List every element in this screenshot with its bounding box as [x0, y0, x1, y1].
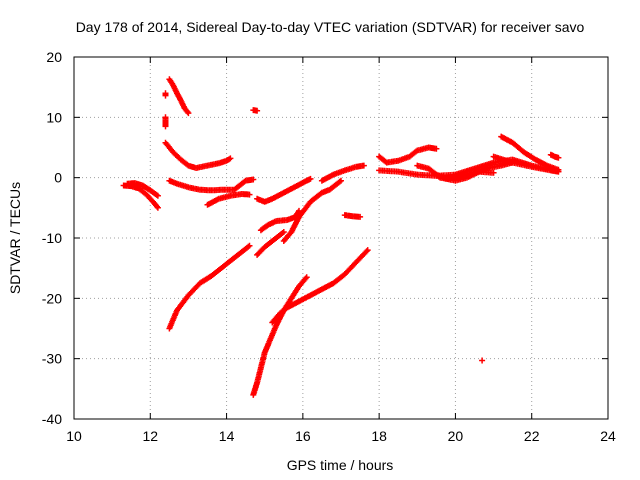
data-point-marks: [166, 176, 257, 194]
y-tick-label: 0: [54, 170, 62, 186]
chart-title: Day 178 of 2014, Sidereal Day-to-day VTE…: [76, 19, 585, 35]
data-series-arc-7: [166, 176, 257, 194]
data-point-marks: [269, 247, 371, 326]
y-axis-label: SDTVAR / TECUs: [7, 182, 23, 294]
y-tick-label: -20: [42, 290, 62, 306]
data-series-arc-2: [124, 180, 161, 199]
y-tick-label: -10: [42, 230, 62, 246]
x-tick-label: 18: [371, 428, 387, 444]
data-series-arc-8: [204, 191, 253, 208]
x-tick-label: 22: [524, 428, 540, 444]
x-tick-label: 12: [142, 428, 158, 444]
data-series-arc-13: [257, 207, 302, 234]
data-point-marks: [490, 153, 562, 175]
data-point-marks: [257, 207, 302, 234]
x-tick-label: 14: [219, 428, 235, 444]
data-series-arc-17: [269, 247, 371, 326]
data-point-marks: [498, 133, 562, 173]
plot-frame: [73, 56, 609, 420]
data-series-arc-11: [254, 175, 314, 205]
data-series-arc-4: [162, 114, 169, 130]
x-tick-label: 10: [66, 428, 82, 444]
data-series-arc-23: [498, 133, 562, 173]
data-series-arc-16: [250, 274, 310, 398]
data-points: [120, 76, 562, 398]
data-point-marks: [433, 168, 497, 182]
data-point-marks: [204, 191, 253, 208]
axis-ticks: 10 12 14 16 18 20 22 24 20 10 0 -10 -20 -30 -40: [42, 49, 616, 444]
data-point-marks: [479, 357, 486, 364]
data-series-arc-15: [318, 162, 367, 184]
data-point-marks: [547, 151, 562, 161]
x-tick-label: 20: [448, 428, 464, 444]
data-point-marks: [376, 144, 440, 166]
data-series-arc-22: [433, 168, 497, 182]
data-series-arc-19: [376, 144, 440, 166]
data-point-marks: [341, 212, 364, 220]
data-series-arc-12: [254, 229, 287, 258]
data-point-marks: [166, 242, 253, 332]
data-point-marks: [250, 107, 261, 114]
x-tick-label: 24: [600, 428, 616, 444]
data-series-arc-3: [162, 90, 169, 99]
x-axis-label: GPS time / hours: [287, 457, 394, 473]
grid-lines: [74, 57, 608, 419]
data-series-arc-10: [250, 107, 261, 114]
y-tick-label: 20: [46, 49, 62, 65]
y-tick-label: -40: [42, 411, 62, 427]
data-point-marks: [254, 175, 314, 205]
data-series-arc-25: [547, 151, 562, 161]
y-tick-label: -30: [42, 351, 62, 367]
data-point-marks: [162, 139, 234, 171]
data-point-marks: [318, 162, 367, 184]
data-series-arc-18: [341, 212, 364, 220]
data-series-arc-9: [166, 242, 253, 332]
data-series-arc-5: [166, 76, 192, 117]
data-point-marks: [124, 180, 161, 199]
data-series-arc-24: [490, 153, 562, 175]
data-point-marks: [166, 76, 192, 117]
data-series-arc-14: [280, 177, 344, 244]
x-tick-label: 16: [295, 428, 311, 444]
data-point-marks: [162, 114, 169, 130]
data-series-arc-6: [162, 139, 234, 171]
data-point-marks: [162, 90, 169, 99]
data-point-marks: [254, 229, 287, 258]
data-point-marks: [280, 177, 344, 244]
data-point-marks: [250, 274, 310, 398]
data-series-arc-26: [479, 357, 486, 364]
y-tick-label: 10: [46, 109, 62, 125]
